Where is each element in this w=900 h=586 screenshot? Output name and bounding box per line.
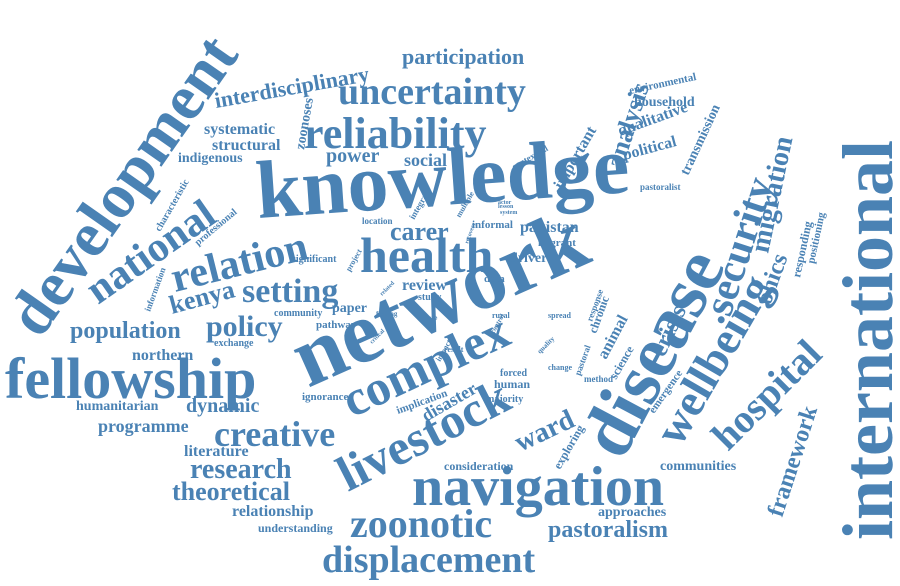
word-exchange: exchange [214, 338, 254, 349]
word-research: research [190, 454, 292, 485]
word-quality: quality [536, 335, 557, 356]
word-significant: significant [292, 254, 337, 265]
word-pastoralist: pastoralist [640, 182, 681, 192]
word-spread: spread [548, 311, 572, 320]
word-health: health [360, 227, 494, 283]
word-understanding: understanding [258, 521, 333, 535]
word-power: power [326, 145, 379, 167]
word-displacement: displacement [322, 539, 536, 581]
word-approaches: approaches [598, 505, 667, 520]
word-consideration: consideration [444, 459, 514, 473]
word-dynamic: dynamic [186, 395, 259, 417]
word-environmental: environmental [628, 71, 697, 97]
word-rural: rural [492, 311, 511, 320]
word-result: result [444, 345, 464, 354]
word-pastoralism: pastoralism [548, 517, 668, 543]
word-system: system [500, 210, 517, 216]
word-pakistan: pakistan [520, 219, 579, 236]
word-actor: actor [498, 200, 512, 206]
word-relationship: relationship [232, 503, 314, 520]
word-participation: participation [402, 44, 524, 69]
word-indigenous: indigenous [178, 151, 243, 166]
word-community: community [274, 308, 322, 319]
word-finding: finding [376, 310, 398, 318]
word-creative: creative [214, 414, 335, 454]
word-programme: programme [98, 416, 189, 436]
word-fellowship: fellowship [5, 346, 256, 411]
word-structural: structural [212, 137, 281, 154]
word-social: social [404, 150, 447, 170]
word-study: study [418, 292, 441, 303]
word-reliability: reliability [304, 109, 487, 158]
word-change: change [548, 363, 572, 372]
word-forced: forced [500, 368, 527, 379]
word-review: review [402, 277, 447, 294]
word-communities: communities [660, 459, 737, 474]
word-zoonotic: zoonotic [350, 501, 492, 546]
word-location: location [362, 216, 393, 226]
word-driver: driver [510, 251, 547, 266]
word-pathway: pathway [316, 319, 357, 331]
word-uncertainty: uncertainty [338, 71, 526, 113]
word-setting: setting [242, 273, 338, 310]
word-humanitarian: humanitarian [76, 399, 159, 414]
word-data: data [484, 273, 505, 285]
word-carer: carer [390, 217, 449, 246]
word-majority: majority [486, 394, 523, 405]
word-navigation: navigation [412, 456, 664, 518]
word-pastoral: pastoral [572, 343, 592, 376]
word-population: population [70, 318, 181, 344]
word-international: international [828, 140, 900, 540]
word-migrant: migrant [538, 237, 576, 249]
word-paper: paper [332, 301, 367, 316]
word-ignorance: ignorance [302, 391, 349, 403]
word-method: method [584, 374, 613, 384]
word-lesson: lesson [498, 204, 514, 210]
word-literature: literature [184, 443, 249, 460]
word-northern: northern [132, 347, 193, 364]
word-household: household [634, 95, 695, 110]
word-policy: policy [206, 310, 283, 343]
word-systematic: systematic [204, 121, 275, 138]
word-human: human [494, 377, 530, 391]
word-more: more [422, 314, 437, 322]
word-informal: informal [472, 219, 513, 231]
word-theoretical: theoretical [172, 477, 290, 506]
